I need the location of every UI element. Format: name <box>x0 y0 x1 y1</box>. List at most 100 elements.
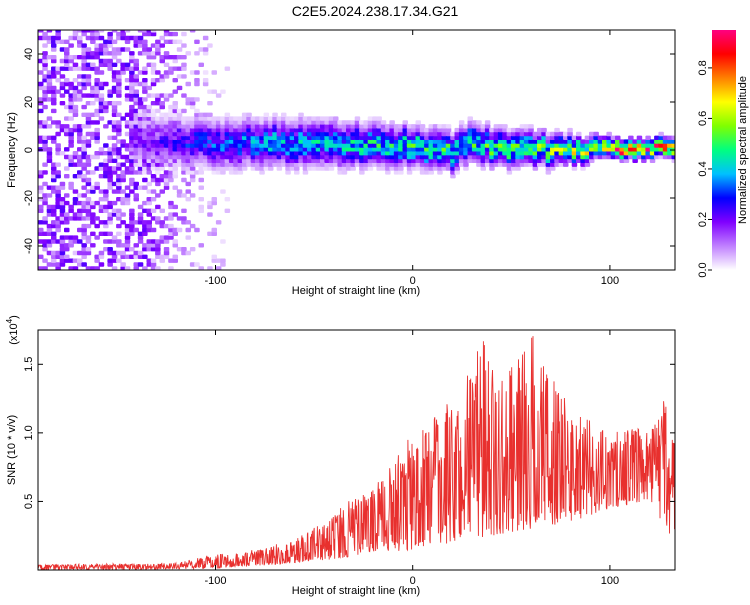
heatmap-cell <box>137 124 144 129</box>
heatmap-cell <box>346 154 352 160</box>
heatmap-cell <box>376 127 382 133</box>
heatmap-cell <box>215 154 222 160</box>
heatmap-cell <box>94 235 100 240</box>
heatmap-cell <box>51 250 57 256</box>
heatmap-cell <box>602 143 608 148</box>
heatmap-cell <box>554 151 560 156</box>
heatmap-cell <box>415 139 421 144</box>
heatmap-cell <box>372 139 378 144</box>
heatmap-cell <box>298 135 304 140</box>
heatmap-cell <box>419 170 426 175</box>
heatmap-cell <box>528 162 534 167</box>
heatmap-cell <box>471 135 478 140</box>
heatmap-cell <box>550 135 556 140</box>
heatmap-cell <box>341 154 348 160</box>
heatmap-cell <box>64 116 70 121</box>
heatmap-cell <box>441 147 447 152</box>
heatmap-cell <box>510 131 517 137</box>
heatmap-cell <box>537 162 543 167</box>
heatmap-cell <box>220 131 226 137</box>
heatmap-cell <box>198 197 204 202</box>
heatmap-cell <box>146 62 152 67</box>
heatmap-cell <box>233 158 239 163</box>
heatmap-cell <box>129 216 135 221</box>
heatmap-cell <box>142 147 148 152</box>
heatmap-cell <box>320 120 326 125</box>
heatmap-cell <box>55 39 61 44</box>
heatmap-cell <box>72 258 79 263</box>
heatmap-cell <box>250 135 257 140</box>
heatmap-cell <box>211 200 217 206</box>
heatmap-cell <box>124 193 131 198</box>
heatmap-cell <box>363 162 369 167</box>
heatmap-cell <box>272 154 278 160</box>
heatmap-cell <box>103 39 109 44</box>
heatmap-cell <box>51 47 57 52</box>
heatmap-cell <box>59 151 66 156</box>
heatmap-cell <box>146 154 152 160</box>
heatmap-cell <box>107 220 113 225</box>
heatmap-cell <box>189 223 196 229</box>
heatmap-cell <box>285 151 291 156</box>
heatmap-cell <box>281 127 287 133</box>
heatmap-cell <box>311 120 317 125</box>
heatmap-cell <box>116 181 122 187</box>
heatmap-cell <box>98 30 105 33</box>
heatmap-cell <box>246 139 252 144</box>
heatmap-cell <box>120 220 126 225</box>
heatmap-cell <box>159 154 165 160</box>
heatmap-cell <box>450 154 456 160</box>
heatmap-cell <box>155 177 161 183</box>
heatmap-cell <box>359 170 365 175</box>
x-tick-label: -100 <box>204 275 226 287</box>
heatmap-cell <box>372 151 378 156</box>
heatmap-cell <box>142 78 148 83</box>
heatmap-cell <box>38 189 44 194</box>
heatmap-cell <box>59 247 66 252</box>
heatmap-cell <box>567 147 573 152</box>
heatmap-cell <box>337 124 343 129</box>
heatmap-cell <box>51 101 57 106</box>
heatmap-cell <box>150 162 157 167</box>
heatmap-cell <box>493 127 500 133</box>
heatmap-cell <box>367 147 374 152</box>
heatmap-cell <box>142 143 148 148</box>
heatmap-cell <box>116 174 122 179</box>
heatmap-cell <box>541 139 547 144</box>
heatmap-cell <box>224 124 231 129</box>
heatmap-cell <box>567 158 573 163</box>
heatmap-cell <box>172 254 178 259</box>
heatmap-cell <box>454 135 460 140</box>
heatmap-cell <box>289 116 296 121</box>
heatmap-cell <box>46 55 53 60</box>
heatmap-cell <box>411 124 417 129</box>
heatmap-cell <box>276 127 283 133</box>
heatmap-cell <box>85 62 92 67</box>
heatmap-cell <box>341 139 348 144</box>
heatmap-cell <box>163 74 170 79</box>
heatmap-cell <box>133 62 139 67</box>
heatmap-cell <box>77 43 83 48</box>
heatmap-cell <box>246 158 252 163</box>
heatmap-cell <box>120 212 126 217</box>
heatmap-cell <box>81 227 87 233</box>
heatmap-cell <box>120 47 126 52</box>
heatmap-cell <box>94 35 100 41</box>
heatmap-cell <box>254 151 261 156</box>
heatmap-cell <box>146 55 152 60</box>
heatmap-cell <box>380 158 387 163</box>
heatmap-cell <box>333 162 339 167</box>
heatmap-cell <box>137 104 144 110</box>
heatmap-cell <box>185 220 191 225</box>
heatmap-cell <box>142 120 148 125</box>
heatmap-cell <box>254 127 261 133</box>
heatmap-cell <box>220 258 226 263</box>
heatmap-cell <box>189 124 196 129</box>
heatmap-cell <box>146 258 152 263</box>
heatmap-cell <box>602 139 608 144</box>
heatmap-cell <box>250 162 257 167</box>
heatmap-cell <box>159 131 165 137</box>
heatmap-cell <box>432 158 439 163</box>
heatmap-cell <box>315 147 322 152</box>
heatmap-cell <box>81 139 87 144</box>
